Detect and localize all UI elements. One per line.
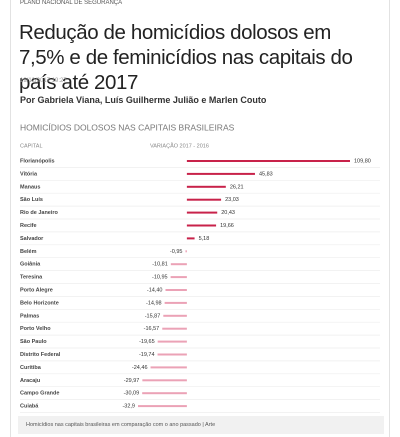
value-label: 19,66 — [220, 223, 234, 229]
value-label: -14,98 — [146, 300, 162, 306]
bar — [150, 366, 187, 369]
bar — [164, 301, 187, 304]
bar — [186, 172, 255, 175]
bar — [186, 211, 218, 214]
bar — [142, 392, 187, 395]
category-label: Cuiabá — [20, 404, 39, 410]
category-label: Distrito Federal — [20, 352, 61, 358]
category-label: Rio de Janeiro — [20, 210, 59, 216]
bar — [170, 276, 187, 279]
bar — [186, 224, 217, 227]
category-label: Recife — [20, 223, 37, 229]
category-label: Florianópolis — [20, 158, 55, 164]
category-label: Porto Alegre — [20, 287, 53, 293]
value-label: 23,03 — [225, 197, 239, 203]
category-label: Salvador — [20, 236, 44, 242]
bar — [170, 263, 187, 266]
category-label: Belém — [20, 249, 37, 255]
value-label: -15,87 — [145, 313, 161, 319]
bar — [186, 185, 226, 188]
value-label: -29,97 — [124, 378, 140, 384]
category-label: Belo Horizonte — [20, 300, 59, 306]
category-label: Vitória — [20, 171, 38, 177]
bar — [162, 327, 187, 330]
value-label: 26,21 — [230, 184, 244, 190]
caption: Homicídios nas capitais brasileiras em c… — [18, 416, 384, 434]
breadcrumb[interactable]: PLANO NACIONAL DE SEGURANÇA — [20, 0, 123, 6]
chart-title: HOMICÍDIOS DOLOSOS NAS CAPITAIS BRASILEI… — [20, 122, 235, 132]
category-label: Teresina — [20, 275, 43, 281]
bar — [186, 160, 350, 162]
category-label: Palmas — [20, 313, 39, 319]
value-label: -24,46 — [132, 365, 148, 371]
bar — [157, 353, 187, 356]
value-label: -32,9 — [122, 404, 135, 410]
column-header: VARIAÇÃO 2017 - 2016 — [150, 142, 209, 149]
category-label: Porto Velho — [20, 326, 51, 332]
category-label: Aracaju — [20, 378, 40, 384]
value-label: -19,65 — [139, 339, 155, 345]
bar — [163, 314, 187, 317]
bar — [185, 250, 187, 253]
category-label: São Luís — [20, 197, 43, 203]
category-label: Goiânia — [20, 262, 41, 268]
bar — [186, 198, 222, 201]
frame — [10, 0, 390, 437]
category-label: Manaus — [20, 184, 40, 190]
category-label: Curitiba — [20, 365, 42, 371]
value-label: -10,95 — [152, 275, 168, 281]
value-label: -10,81 — [152, 262, 168, 268]
value-label: -16,57 — [144, 326, 160, 332]
date: 19/12/2017 19:27 — [20, 78, 67, 84]
value-label: -0,95 — [170, 249, 183, 255]
bar — [186, 237, 195, 240]
bar — [157, 340, 187, 343]
category-label: São Paulo — [20, 339, 47, 345]
value-label: 5,18 — [199, 236, 210, 242]
bar — [142, 379, 187, 382]
value-label: 109,80 — [354, 158, 371, 164]
headline: Redução de homicídios dolosos em 7,5% e … — [19, 21, 353, 94]
value-label: -30,09 — [124, 391, 140, 397]
value-label: 20,43 — [221, 210, 235, 216]
value-label: -19,74 — [139, 352, 155, 358]
bar — [165, 289, 187, 291]
value-label: -14,40 — [147, 287, 163, 293]
value-label: 45,83 — [259, 171, 273, 177]
bar — [138, 405, 187, 408]
category-label: Campo Grande — [20, 391, 59, 397]
authors: Por Gabriela Viana, Luís Guilherme Juliã… — [20, 95, 267, 105]
column-header: CAPITAL — [20, 143, 43, 149]
